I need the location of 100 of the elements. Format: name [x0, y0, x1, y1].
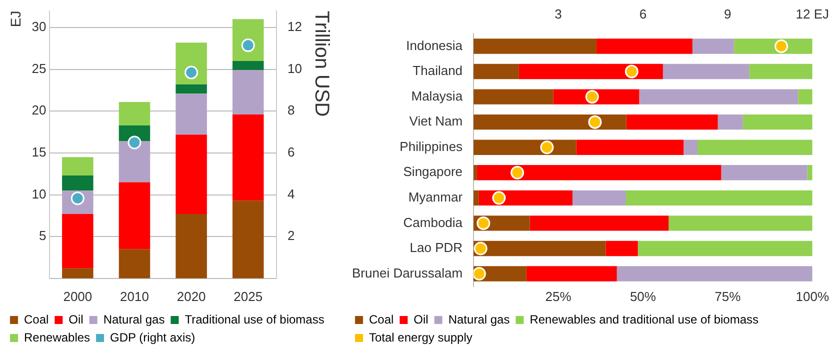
- x-tick-label: 2010: [120, 288, 149, 304]
- bar: [176, 94, 207, 135]
- point: [474, 242, 488, 256]
- x-tick-label: 75%: [714, 288, 742, 304]
- bar: [474, 240, 606, 256]
- bar: [232, 114, 264, 201]
- y-tick-label: Cambodia: [403, 214, 464, 230]
- bar: [118, 141, 150, 182]
- point: [540, 140, 554, 154]
- point: [492, 191, 506, 205]
- bar: [62, 214, 94, 268]
- bar: [62, 157, 94, 176]
- bar: [626, 114, 718, 130]
- x-tick-label: 25%: [545, 288, 572, 304]
- x2-tick-label: 6: [639, 6, 647, 22]
- bar: [474, 140, 576, 155]
- bar: [668, 216, 812, 231]
- y2-axis-title: Trillion USD: [310, 10, 332, 117]
- bar: [530, 216, 669, 231]
- y-tick-label: Viet Nam: [409, 114, 463, 129]
- bar: [176, 214, 207, 278]
- bar: [118, 102, 150, 126]
- legend-label: Natural gas: [448, 312, 510, 326]
- bar: [176, 84, 207, 94]
- y-tick-label: Thailand: [412, 63, 463, 78]
- point: [476, 216, 490, 230]
- x-tick-label: 50%: [630, 288, 656, 304]
- y-tick-label: Philippines: [400, 138, 464, 154]
- legend-label: Oil: [414, 312, 428, 326]
- bar: [232, 200, 264, 278]
- x2-tick-label: 9: [724, 6, 732, 22]
- y-tick-label: 20: [32, 102, 46, 118]
- legend-label: Renewables: [24, 330, 90, 344]
- legend-label: Coal: [369, 312, 394, 326]
- bar: [118, 182, 150, 250]
- bar: [749, 64, 812, 80]
- point: [510, 166, 524, 180]
- legend-label: Traditional use of biomass: [184, 312, 324, 326]
- y-tick-label: Malaysia: [411, 88, 464, 104]
- x-tick-label: 100%: [796, 288, 830, 304]
- bar: [474, 114, 626, 130]
- point: [624, 64, 638, 78]
- x-tick-label: 2000: [63, 288, 92, 304]
- bar: [638, 240, 812, 256]
- point: [585, 90, 599, 104]
- bar: [474, 89, 554, 104]
- bar: [616, 266, 812, 282]
- y-tick-label: Indonesia: [406, 38, 464, 53]
- bar: [232, 60, 264, 70]
- y2-tick-label: 4: [288, 186, 295, 202]
- y2-tick-label: 10: [288, 60, 302, 76]
- point: [184, 66, 198, 80]
- bar: [526, 266, 617, 282]
- y-tick-label: Singapore: [403, 164, 463, 180]
- legend-label: Oil: [68, 312, 84, 326]
- y2-tick-label: 12: [288, 19, 302, 34]
- y-tick-label: 30: [32, 19, 46, 34]
- x2-tick-label: 3: [554, 6, 562, 22]
- bar: [596, 38, 692, 54]
- bar: [62, 268, 94, 278]
- bar: [606, 240, 638, 256]
- y-tick-label: Brunei Darussalam: [352, 265, 463, 280]
- y-tick-label: 25: [32, 60, 46, 76]
- bar: [662, 64, 750, 80]
- bar: [692, 38, 734, 54]
- bar: [684, 140, 698, 155]
- y-axis-title: EJ: [7, 10, 24, 28]
- y2-tick-label: 6: [288, 144, 295, 160]
- bar: [742, 114, 812, 130]
- bar: [718, 114, 743, 130]
- bar: [118, 249, 150, 278]
- y-tick-label: Myanmar: [408, 190, 464, 204]
- point: [588, 115, 602, 129]
- x2-tick-label: 12 EJ: [796, 6, 829, 22]
- y2-tick-label: 2: [288, 228, 295, 244]
- bar: [626, 190, 812, 206]
- point: [128, 136, 142, 150]
- bar: [576, 140, 684, 155]
- bar: [176, 134, 207, 214]
- bar: [474, 64, 519, 80]
- bar: [476, 165, 722, 180]
- bar: [232, 70, 264, 114]
- point: [774, 39, 788, 53]
- bar: [572, 190, 626, 206]
- bar: [474, 38, 597, 54]
- y-tick-label: 15: [32, 144, 46, 160]
- x-tick-label: 2020: [176, 288, 206, 304]
- bar: [798, 89, 812, 104]
- bar: [518, 64, 663, 80]
- y-tick-label: 5: [39, 228, 46, 244]
- bar: [639, 89, 798, 104]
- x-tick-label: 2025: [234, 288, 263, 304]
- legend-label: Renewables and traditional use of biomass: [530, 312, 759, 326]
- legend-label: GDP (right axis): [110, 330, 196, 344]
- bar: [721, 165, 808, 180]
- y-tick-label: 10: [32, 186, 46, 202]
- legend-label: Coal: [24, 312, 49, 326]
- bar: [478, 190, 572, 206]
- y-tick-label: Lao PDR: [410, 240, 463, 256]
- y2-tick-label: 8: [288, 102, 295, 118]
